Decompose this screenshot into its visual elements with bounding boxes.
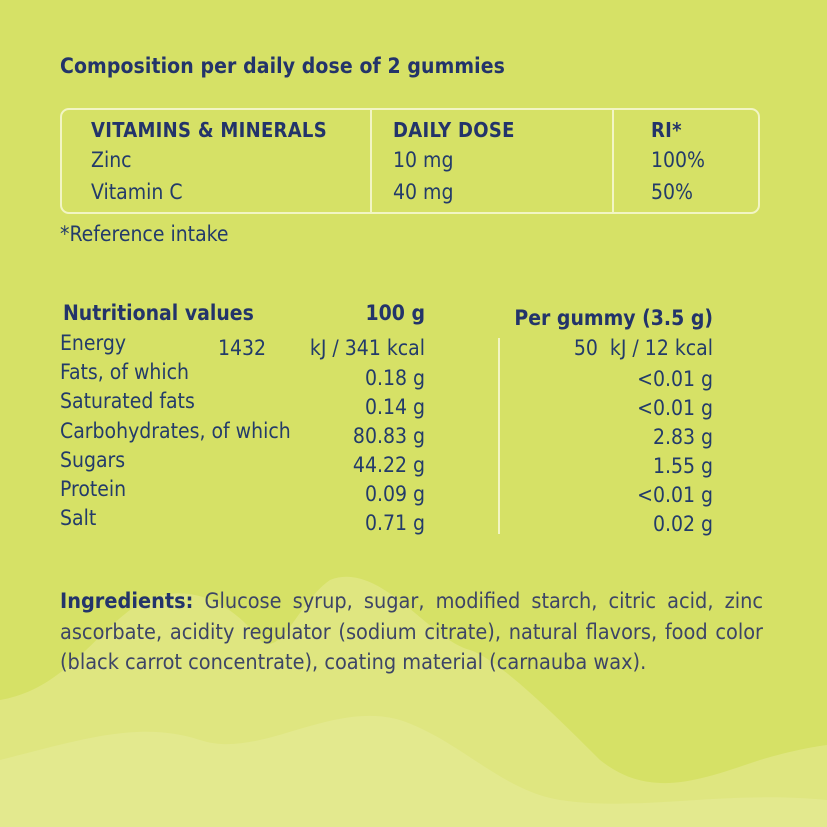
nutrition-carbohydrates-100g: 80.83 g — [352, 424, 425, 448]
nutrition-energy-per-gummy: 50 kJ / 12 kcal — [573, 336, 713, 360]
ingredients-label: Ingredients: — [60, 589, 194, 614]
header-ri: RI* — [651, 118, 682, 142]
row-zinc-dose: 10 mg — [393, 148, 454, 172]
nutrition-fats-per-gummy: <0.01 g — [637, 367, 713, 391]
nutrition-sugars-100g: 44.22 g — [352, 453, 425, 477]
nutrition-label-protein: Protein — [60, 477, 127, 501]
nutrition-energy-kj-100g: 1432 — [218, 336, 267, 360]
header-vitamins-minerals: VITAMINS & MINERALS — [91, 118, 327, 142]
composition-title: Composition per daily dose of 2 gummies — [60, 54, 506, 78]
nutrition-label-salt: Salt — [60, 506, 97, 530]
reference-intake-note: *Reference intake — [60, 222, 229, 246]
nutrition-header-label: Nutritional values — [63, 301, 254, 325]
row-vitaminc-dose: 40 mg — [393, 180, 454, 204]
vitamins-table: VITAMINS & MINERALS DAILY DOSE RI* Zinc … — [60, 108, 760, 214]
nutrition-label-saturated-fats: Saturated fats — [60, 389, 195, 413]
nutrition-salt-100g: 0.71 g — [364, 511, 425, 535]
row-zinc-name: Zinc — [91, 148, 132, 172]
row-zinc-ri: 100% — [651, 148, 706, 172]
nutrition-carbohydrates-per-gummy: 2.83 g — [652, 425, 713, 449]
column-divider — [370, 110, 372, 212]
header-daily-dose: DAILY DOSE — [393, 118, 515, 142]
nutrition-saturated-fats-100g: 0.14 g — [364, 395, 425, 419]
row-vitaminc-ri: 50% — [651, 180, 693, 204]
ingredients-paragraph: Ingredients: Glucose syrup, sugar, modif… — [60, 587, 763, 679]
nutrition-sugars-per-gummy: 1.55 g — [652, 454, 713, 478]
nutrition-header-100g: 100 g — [365, 301, 425, 325]
nutrition-protein-per-gummy: <0.01 g — [637, 483, 713, 507]
nutrition-energy-rest-100g: kJ / 341 kcal — [309, 336, 425, 360]
column-divider — [612, 110, 614, 212]
nutrition-label-sugars: Sugars — [60, 448, 126, 472]
nutrition-header-per-gummy: Per gummy (3.5 g) — [514, 306, 713, 330]
nutrition-label-carbohydrates: Carbohydrates, of which — [60, 419, 291, 443]
row-vitaminc-name: Vitamin C — [91, 180, 183, 204]
nutrition-label-energy: Energy — [60, 331, 127, 355]
nutrition-column-divider — [498, 338, 500, 534]
nutrition-label-fats: Fats, of which — [60, 360, 190, 384]
ingredients-text: Glucose syrup, sugar, modified starch, c… — [60, 589, 763, 675]
nutrition-protein-100g: 0.09 g — [364, 482, 425, 506]
nutrition-saturated-fats-per-gummy: <0.01 g — [637, 396, 713, 420]
nutrition-salt-per-gummy: 0.02 g — [652, 512, 713, 536]
nutrition-fats-100g: 0.18 g — [364, 366, 425, 390]
